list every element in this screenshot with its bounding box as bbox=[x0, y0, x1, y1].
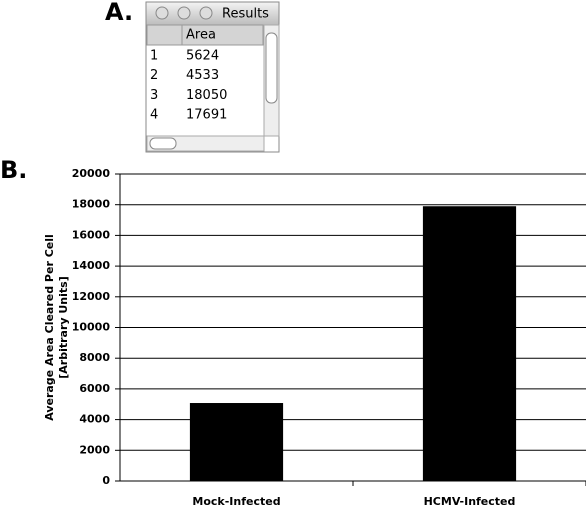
y-tick-label: 6000 bbox=[79, 382, 110, 395]
scroll-thumb[interactable] bbox=[265, 32, 278, 104]
area-value: 17691 bbox=[186, 108, 227, 123]
scroll-thumb[interactable] bbox=[149, 137, 177, 150]
window-title: Results bbox=[222, 7, 269, 22]
row-index: 3 bbox=[150, 88, 158, 103]
minimize-button[interactable] bbox=[177, 6, 191, 20]
column-header[interactable]: Area bbox=[186, 28, 216, 43]
row-index: 2 bbox=[150, 68, 158, 83]
y-tick-label: 18000 bbox=[72, 198, 111, 211]
title-bar bbox=[146, 2, 279, 25]
x-tick-label: HCMV-Infected bbox=[424, 495, 516, 508]
bar bbox=[422, 206, 517, 482]
bar bbox=[189, 403, 284, 481]
y-tick-label: 2000 bbox=[79, 443, 110, 456]
results-window: Results Area 1 5624 2 4533 3 18050 4 17691 bbox=[145, 1, 280, 153]
row-index: 1 bbox=[150, 49, 158, 64]
row-index: 4 bbox=[150, 108, 158, 123]
y-tick-label: 8000 bbox=[79, 351, 110, 364]
close-button[interactable] bbox=[155, 6, 169, 20]
y-tick-label: 10000 bbox=[72, 321, 111, 334]
y-tick-label: 4000 bbox=[79, 413, 110, 426]
y-tick-label: 20000 bbox=[72, 167, 111, 180]
y-tick-label: 14000 bbox=[72, 259, 111, 272]
header-row bbox=[146, 24, 264, 46]
panel-label: A. bbox=[105, 0, 133, 26]
horizontal-scrollbar[interactable] bbox=[146, 135, 265, 152]
y-tick-label: 16000 bbox=[72, 228, 111, 241]
area-value: 18050 bbox=[186, 88, 227, 103]
y-tick-label: 0 bbox=[102, 474, 110, 487]
zoom-button[interactable] bbox=[199, 6, 213, 20]
area-value: 5624 bbox=[186, 49, 219, 64]
bar-chart: 0 2000 4000 6000 8000 10000 12000 14000 16000 180… bbox=[43, 167, 586, 508]
y-axis-label: [Arbitrary Units] bbox=[57, 276, 70, 379]
panel-label: B. bbox=[0, 156, 27, 184]
y-tick-label: 12000 bbox=[72, 290, 111, 303]
area-value: 4533 bbox=[186, 68, 219, 83]
y-axis-label: Average Area Cleared Per Cell bbox=[43, 234, 56, 421]
x-tick-label: Mock-Infected bbox=[192, 495, 280, 508]
